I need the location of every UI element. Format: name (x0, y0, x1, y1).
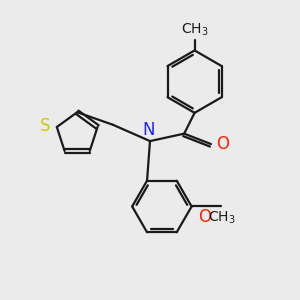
Text: N: N (142, 121, 155, 139)
Text: CH$_3$: CH$_3$ (181, 21, 208, 38)
Text: O: O (216, 135, 229, 153)
Text: S: S (40, 117, 50, 135)
Text: CH$_3$: CH$_3$ (208, 210, 235, 226)
Text: O: O (199, 208, 212, 226)
